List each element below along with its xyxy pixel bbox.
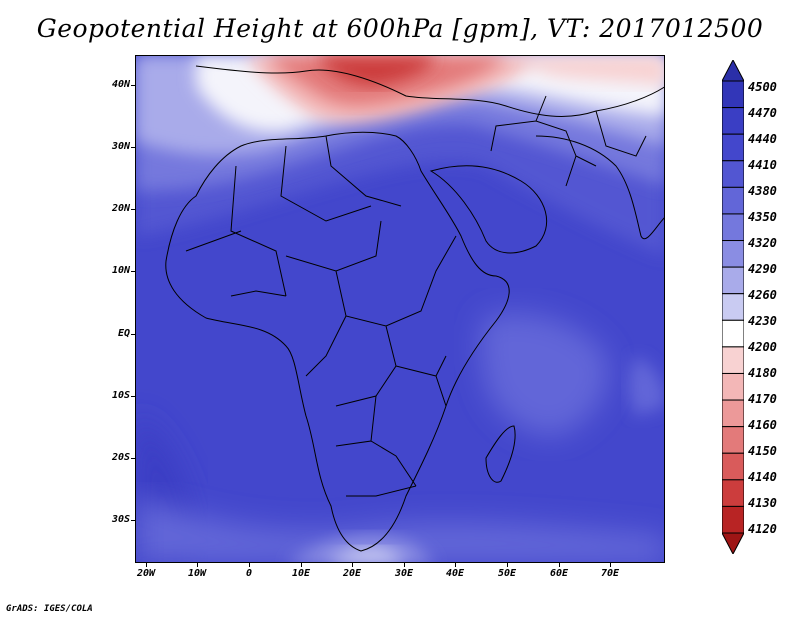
lon-label-70e: 70E (600, 568, 620, 579)
colorbar-label: 4230 (748, 314, 777, 328)
lat-tick (131, 520, 135, 521)
colorbar (722, 60, 744, 554)
lat-tick (131, 85, 135, 86)
lon-tick (507, 563, 508, 567)
colorbar-label: 4130 (748, 496, 777, 510)
colorbar-segment (722, 346, 744, 374)
lon-label-10w: 10W (187, 568, 207, 579)
lat-tick (131, 209, 135, 210)
map-canvas (136, 56, 664, 562)
lon-label-40e: 40E (445, 568, 465, 579)
colorbar-label: 4440 (748, 132, 777, 146)
lat-label-eq: EQ (117, 328, 130, 339)
colorbar-segment (722, 240, 744, 268)
colorbar-label: 4380 (748, 184, 777, 198)
colorbar-top-arrow (722, 60, 744, 82)
lon-tick (404, 563, 405, 567)
colorbar-segment (722, 186, 744, 215)
lon-label-0: 0 (245, 568, 253, 579)
lat-tick (131, 334, 135, 335)
lon-tick (455, 563, 456, 567)
lat-label-40n: 40N (111, 79, 130, 90)
colorbar-label: 4500 (748, 80, 777, 94)
colorbar-label: 4150 (748, 444, 777, 458)
lat-tick (131, 458, 135, 459)
colorbar-label: 4140 (748, 470, 777, 484)
lon-label-50e: 50E (497, 568, 517, 579)
lon-tick (301, 563, 302, 567)
lat-tick (131, 396, 135, 397)
colorbar-label: 4260 (748, 288, 777, 302)
colorbar-label: 4350 (748, 210, 777, 224)
colorbar-segment (722, 213, 744, 242)
colorbar-segment (722, 505, 744, 534)
colorbar-segment (722, 107, 744, 135)
lon-tick (559, 563, 560, 567)
lon-tick (197, 563, 198, 567)
colorbar-label: 4200 (748, 340, 777, 354)
colorbar-bottom-arrow (722, 532, 744, 554)
colorbar-label: 4410 (748, 158, 777, 172)
colorbar-label: 4470 (748, 106, 777, 120)
lon-tick (146, 563, 147, 567)
coastlines-borders (165, 65, 664, 552)
height-field-shading (136, 56, 664, 562)
colorbar-label: 4320 (748, 236, 777, 250)
lon-label-30e: 30E (394, 568, 414, 579)
chart-title: Geopotential Height at 600hPa [gpm], VT:… (36, 14, 764, 43)
colorbar-segment (722, 479, 744, 507)
colorbar-segment (722, 426, 744, 454)
colorbar-segment (722, 293, 744, 321)
lon-tick (352, 563, 353, 567)
lon-label-60e: 60E (549, 568, 569, 579)
colorbar-label: 4180 (748, 366, 777, 380)
lon-label-20w: 20W (136, 568, 156, 579)
colorbar-segment (722, 80, 744, 109)
colorbar-label: 4120 (748, 522, 777, 536)
lon-tick (249, 563, 250, 567)
lon-label-20e: 20E (342, 568, 362, 579)
lat-label-10s: 10S (111, 390, 130, 401)
colorbar-segment (722, 372, 744, 401)
colorbar-segment (722, 133, 744, 162)
colorbar-label: 4160 (748, 418, 777, 432)
lon-tick (610, 563, 611, 567)
lat-label-20n: 20N (111, 203, 130, 214)
lat-tick (131, 271, 135, 272)
lon-label-10e: 10E (291, 568, 311, 579)
map-plot-area[interactable] (135, 55, 665, 563)
colorbar-segment (722, 266, 744, 295)
lat-label-30s: 30S (111, 514, 130, 525)
software-credit: GrADS: IGES/COLA (6, 604, 93, 614)
colorbar-segment (722, 160, 744, 188)
lat-label-30n: 30N (111, 141, 130, 152)
colorbar-segment (722, 399, 744, 428)
lat-label-20s: 20S (111, 452, 130, 463)
colorbar-segment (722, 319, 744, 348)
lat-tick (131, 147, 135, 148)
colorbar-label: 4170 (748, 392, 777, 406)
lat-label-10n: 10N (111, 265, 130, 276)
colorbar-label: 4290 (748, 262, 777, 276)
colorbar-segment (722, 452, 744, 481)
